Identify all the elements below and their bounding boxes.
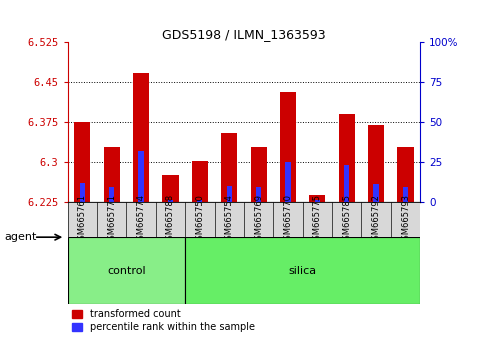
Bar <box>74 122 90 202</box>
Legend: transformed count, percentile rank within the sample: transformed count, percentile rank withi… <box>72 309 255 332</box>
Bar <box>221 133 237 202</box>
Title: GDS5198 / ILMN_1363593: GDS5198 / ILMN_1363593 <box>162 28 326 41</box>
Bar <box>104 147 120 202</box>
Bar <box>315 200 320 202</box>
Text: GSM665788: GSM665788 <box>166 194 175 245</box>
Bar <box>398 147 413 202</box>
Text: GSM665761: GSM665761 <box>78 194 87 245</box>
Bar <box>256 187 261 202</box>
Bar <box>227 186 232 202</box>
Bar <box>309 195 326 202</box>
Bar <box>280 92 296 202</box>
Bar <box>339 114 355 202</box>
Bar <box>368 125 384 202</box>
Text: control: control <box>107 266 146 276</box>
Text: GSM665793: GSM665793 <box>401 194 410 245</box>
Text: silica: silica <box>289 266 317 276</box>
Bar <box>197 200 202 202</box>
Bar <box>251 147 267 202</box>
Bar <box>133 73 149 202</box>
Bar <box>344 165 349 202</box>
Bar <box>403 187 408 202</box>
Bar <box>373 184 379 202</box>
Bar <box>168 200 173 202</box>
Bar <box>192 161 208 202</box>
Text: GSM665754: GSM665754 <box>225 194 234 245</box>
Text: GSM665775: GSM665775 <box>313 194 322 245</box>
Text: GSM665792: GSM665792 <box>371 194 381 245</box>
Text: GSM665750: GSM665750 <box>195 194 204 245</box>
Bar <box>162 175 179 202</box>
Text: GSM665770: GSM665770 <box>284 194 293 245</box>
Bar <box>185 237 420 304</box>
Text: GSM665785: GSM665785 <box>342 194 351 245</box>
Bar <box>80 183 85 202</box>
Bar <box>68 237 185 304</box>
Text: agent: agent <box>5 232 37 242</box>
Bar <box>285 162 291 202</box>
Text: GSM665771: GSM665771 <box>107 194 116 245</box>
Bar <box>109 187 114 202</box>
Text: GSM665774: GSM665774 <box>137 194 145 245</box>
Text: GSM665769: GSM665769 <box>254 194 263 245</box>
Bar <box>139 151 144 202</box>
